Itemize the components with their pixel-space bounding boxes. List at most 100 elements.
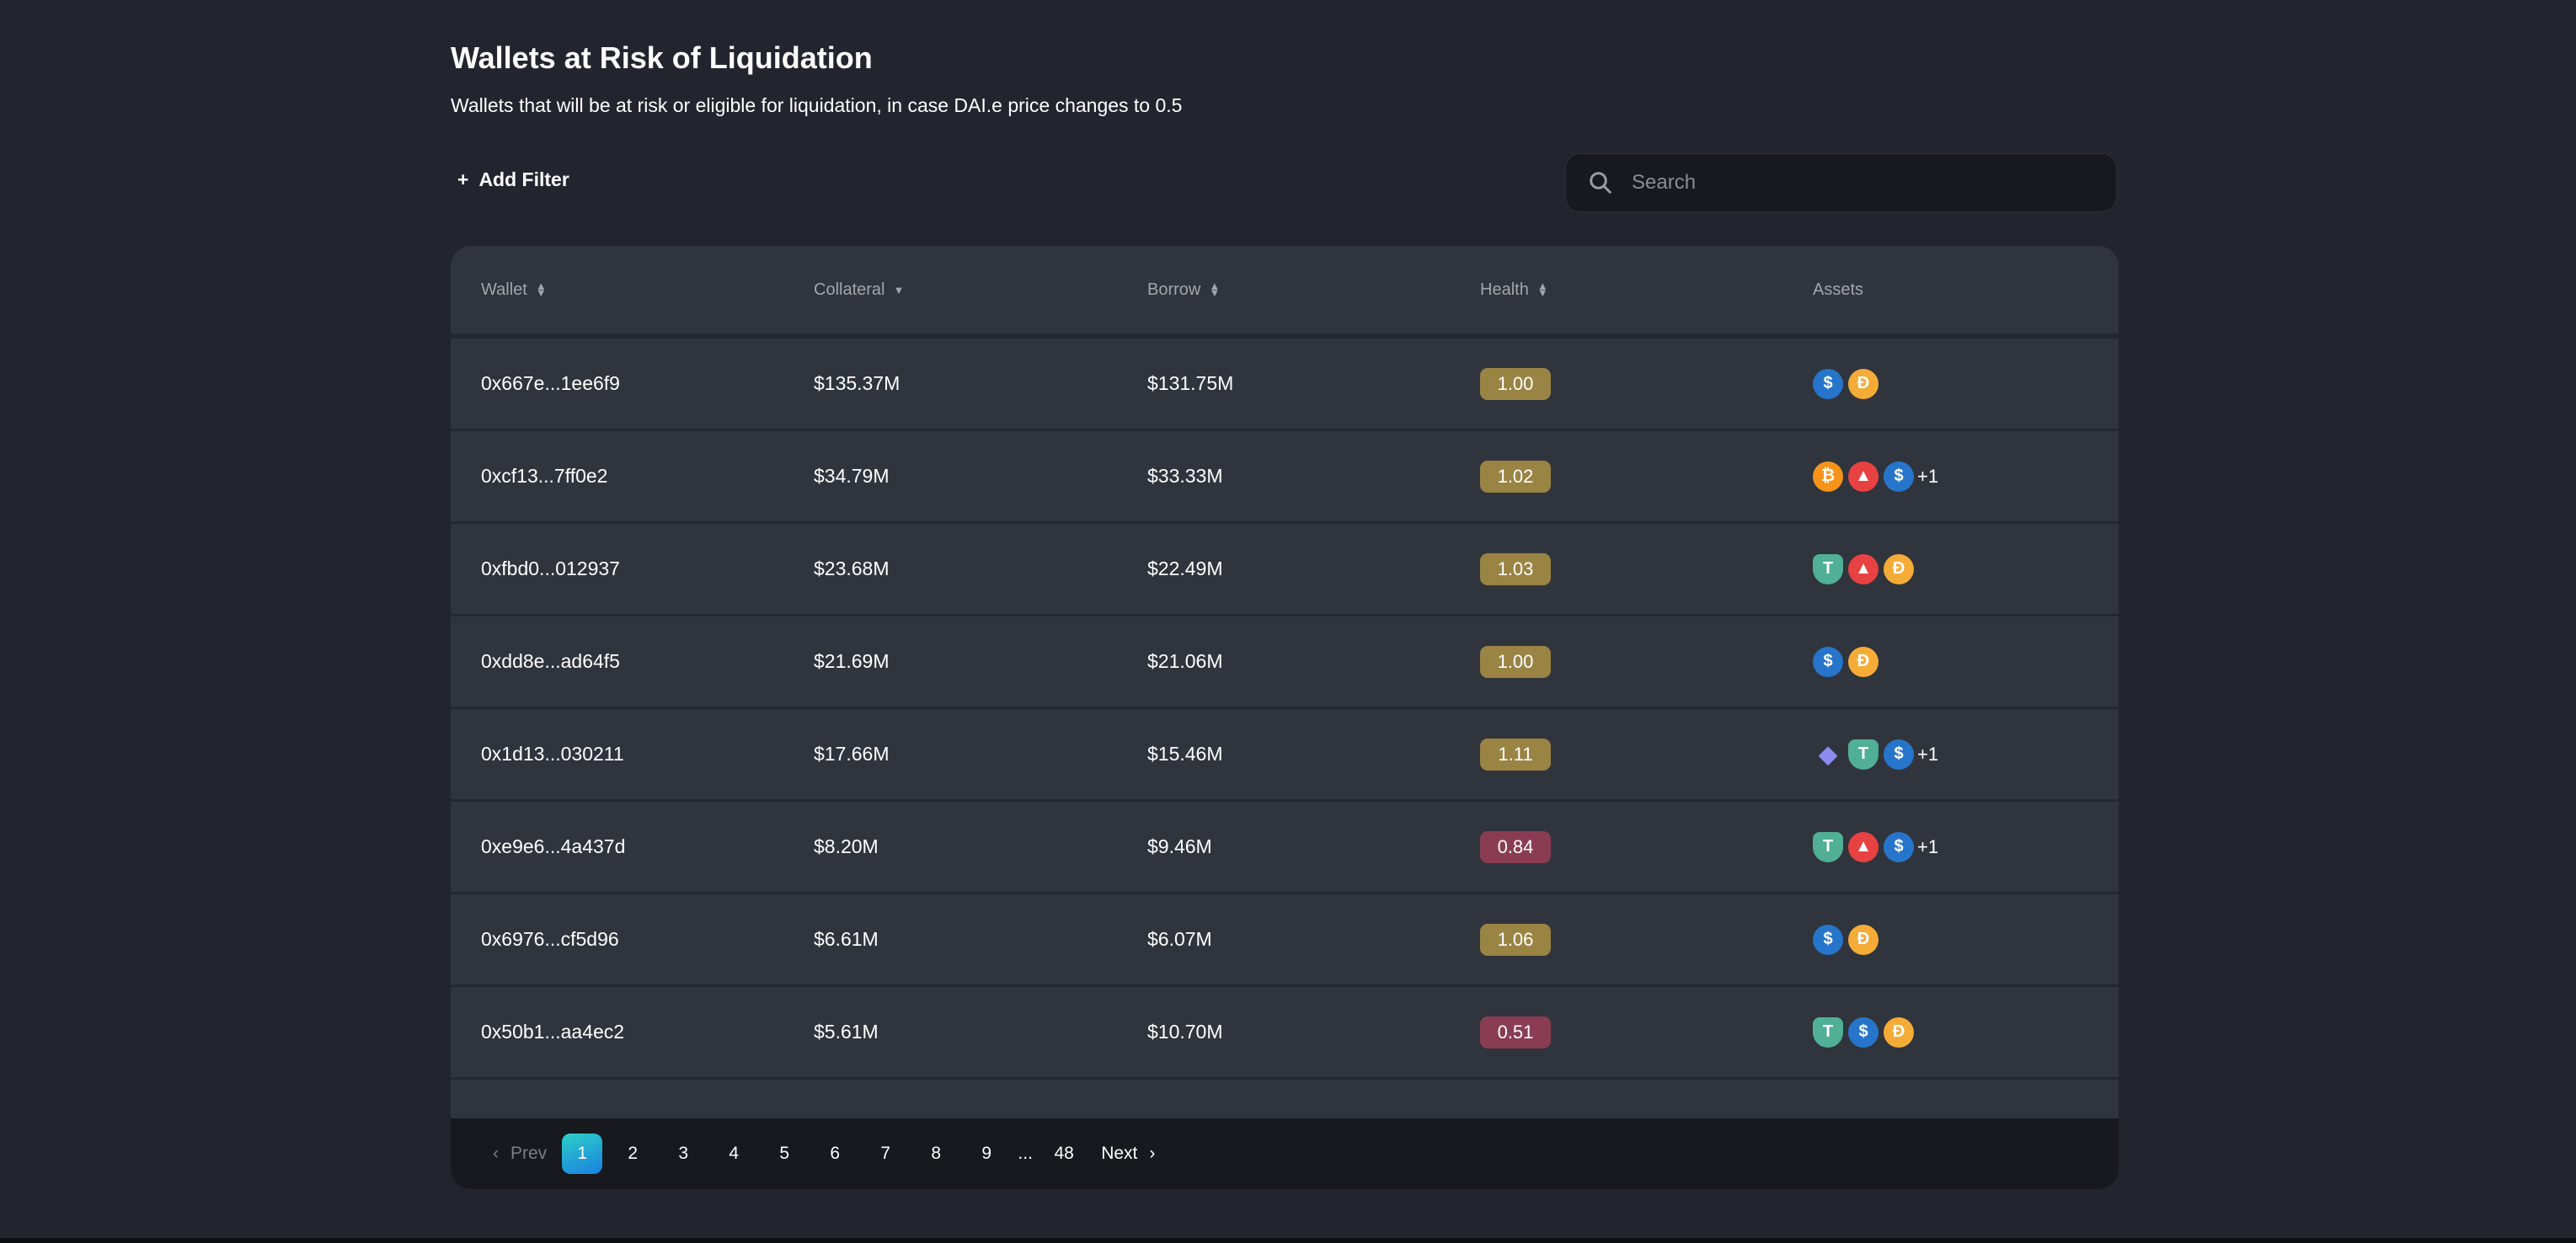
table-row[interactable]: 0xfbd0...012937 $23.68M $22.49M 1.03 T ▲ Đ [451, 524, 2119, 616]
health-badge: 1.00 [1480, 645, 1551, 678]
chevron-right-icon: › [1149, 1144, 1156, 1163]
dai-icon: Đ [1884, 1016, 1914, 1048]
add-filter-label: Add Filter [478, 168, 569, 190]
page-5[interactable]: 5 [779, 1144, 790, 1163]
asset-list: ₿ ▲ $ +1 [1813, 461, 1938, 492]
usdc-icon: $ [1884, 831, 1914, 862]
wallets-table: Wallet ▲ ▼ Collateral ▼ Borrow ▲ ▼ Health ▲ ▼ A… [451, 246, 2119, 1189]
avax-icon: ▲ [1848, 461, 1879, 492]
wallet-address[interactable]: 0x6976...cf5d96 [481, 928, 619, 950]
sort-icon: ▲ ▼ [1537, 280, 1548, 299]
collateral-value: $6.61M [814, 928, 879, 950]
collateral-value: $135.37M [814, 372, 901, 394]
health-badge: 1.11 [1480, 738, 1551, 771]
table-row[interactable]: 0x1d13...030211 $17.66M $15.46M 1.11 ◆ T $… [451, 709, 2119, 802]
page-title: Wallets at Risk of Liquidation [451, 40, 873, 75]
usdt-icon: T [1813, 831, 1843, 862]
table-row[interactable]: 0xdd8e...ad64f5 $21.69M $21.06M 1.00 $ Đ [451, 616, 2119, 709]
collateral-value: $23.68M [814, 557, 890, 579]
search-box[interactable] [1565, 153, 2117, 212]
sort-icon: ▲ ▼ [535, 280, 547, 299]
page-6[interactable]: 6 [830, 1144, 841, 1163]
more-assets-count: +1 [1917, 465, 1939, 487]
wallet-address[interactable]: 0x50b1...aa4ec2 [481, 1021, 625, 1043]
add-filter-button[interactable]: + Add Filter [457, 168, 569, 191]
more-assets-count: +1 [1917, 835, 1939, 857]
avax-icon: ▲ [1848, 553, 1879, 584]
wallet-address[interactable]: 0xfbd0...012937 [481, 557, 620, 579]
wallet-address[interactable]: 0x1d13...030211 [481, 743, 624, 765]
asset-list: $ Đ [1813, 368, 1879, 399]
usdc-icon: $ [1813, 368, 1843, 399]
dai-icon: Đ [1848, 646, 1879, 677]
collateral-value: $17.66M [814, 743, 890, 765]
asset-list: T ▲ Đ [1813, 553, 1914, 584]
usdc-icon: $ [1884, 739, 1914, 770]
usdc-icon: $ [1884, 461, 1914, 492]
column-header-collateral[interactable]: Collateral ▼ [814, 280, 905, 299]
table-row[interactable]: 0xcf13...7ff0e2 $34.79M $33.33M 1.02 ₿ ▲ $… [451, 431, 2119, 524]
wallet-address[interactable]: 0xdd8e...ad64f5 [481, 650, 620, 672]
borrow-value: $131.75M [1147, 372, 1234, 394]
sort-icon: ▲ ▼ [1209, 280, 1221, 299]
borrow-value: $33.33M [1147, 465, 1223, 487]
column-header-health[interactable]: Health ▲ ▼ [1480, 280, 1548, 299]
asset-list: T $ Đ [1813, 1016, 1914, 1048]
health-badge: 0.84 [1480, 830, 1551, 863]
borrow-value: $15.46M [1147, 743, 1223, 765]
bottom-bar [0, 1238, 2576, 1243]
page-7[interactable]: 7 [880, 1144, 891, 1163]
column-header-borrow[interactable]: Borrow ▲ ▼ [1147, 280, 1221, 299]
health-badge: 1.06 [1480, 923, 1551, 956]
usdc-icon: $ [1813, 924, 1843, 955]
table-body: 0x667e...1ee6f9 $135.37M $131.75M 1.00 $… [451, 339, 2119, 1080]
page-3[interactable]: 3 [678, 1144, 689, 1163]
btc-icon: ₿ [1813, 461, 1843, 492]
collateral-value: $5.61M [814, 1021, 879, 1043]
collateral-value: $21.69M [814, 650, 890, 672]
usdc-icon: $ [1813, 646, 1843, 677]
plus-icon: + [457, 168, 469, 190]
page-subtitle: Wallets that will be at risk or eligible… [451, 94, 1183, 116]
collateral-value: $8.20M [814, 835, 879, 857]
page-1[interactable]: 1 [562, 1134, 603, 1174]
page-8[interactable]: 8 [931, 1144, 942, 1163]
borrow-value: $9.46M [1147, 835, 1212, 857]
wallet-address[interactable]: 0x667e...1ee6f9 [481, 372, 620, 394]
chevron-left-icon: ‹ [493, 1144, 499, 1163]
pagination: ‹ Prev 1 2 3 4 5 6 7 8 9... 48 Next › [451, 1118, 2119, 1189]
page-9[interactable]: 9 [981, 1144, 992, 1163]
usdt-icon: T [1848, 739, 1879, 770]
asset-list: $ Đ [1813, 646, 1879, 677]
borrow-value: $22.49M [1147, 557, 1223, 579]
table-row[interactable]: 0xe9e6...4a437d $8.20M $9.46M 0.84 T ▲ $ +… [451, 802, 2119, 894]
wallet-address[interactable]: 0xe9e6...4a437d [481, 835, 626, 857]
search-input[interactable] [1632, 171, 2103, 195]
health-badge: 0.51 [1480, 1016, 1551, 1048]
column-header-wallet[interactable]: Wallet ▲ ▼ [481, 280, 547, 299]
page-2[interactable]: 2 [628, 1144, 639, 1163]
more-assets-count: +1 [1917, 743, 1939, 765]
search-icon [1590, 172, 1611, 194]
prev-button[interactable]: ‹ Prev [493, 1144, 548, 1163]
table-row[interactable]: 0x667e...1ee6f9 $135.37M $131.75M 1.00 $… [451, 339, 2119, 431]
table-row[interactable]: 0x6976...cf5d96 $6.61M $6.07M 1.06 $ Đ [451, 894, 2119, 987]
page-48[interactable]: 48 [1054, 1144, 1074, 1163]
asset-list: ◆ T $ +1 [1813, 739, 1938, 770]
dai-icon: Đ [1848, 924, 1879, 955]
borrow-value: $6.07M [1147, 928, 1212, 950]
avax-icon: ▲ [1848, 831, 1879, 862]
column-header-assets: Assets [1813, 280, 1864, 299]
wallet-address[interactable]: 0xcf13...7ff0e2 [481, 465, 608, 487]
asset-list: $ Đ [1813, 924, 1879, 955]
borrow-value: $21.06M [1147, 650, 1223, 672]
page-4[interactable]: 4 [729, 1144, 740, 1163]
usdc-icon: $ [1848, 1016, 1879, 1048]
table-row[interactable]: 0x50b1...aa4ec2 $5.61M $10.70M 0.51 T $ Đ [451, 987, 2119, 1080]
eth-icon: ◆ [1819, 741, 1837, 767]
usdt-icon: T [1813, 1016, 1843, 1048]
pagination-ellipsis: ... [1018, 1144, 1033, 1163]
dai-icon: Đ [1884, 553, 1914, 584]
health-badge: 1.02 [1480, 460, 1551, 493]
next-button[interactable]: Next › [1101, 1144, 1156, 1163]
